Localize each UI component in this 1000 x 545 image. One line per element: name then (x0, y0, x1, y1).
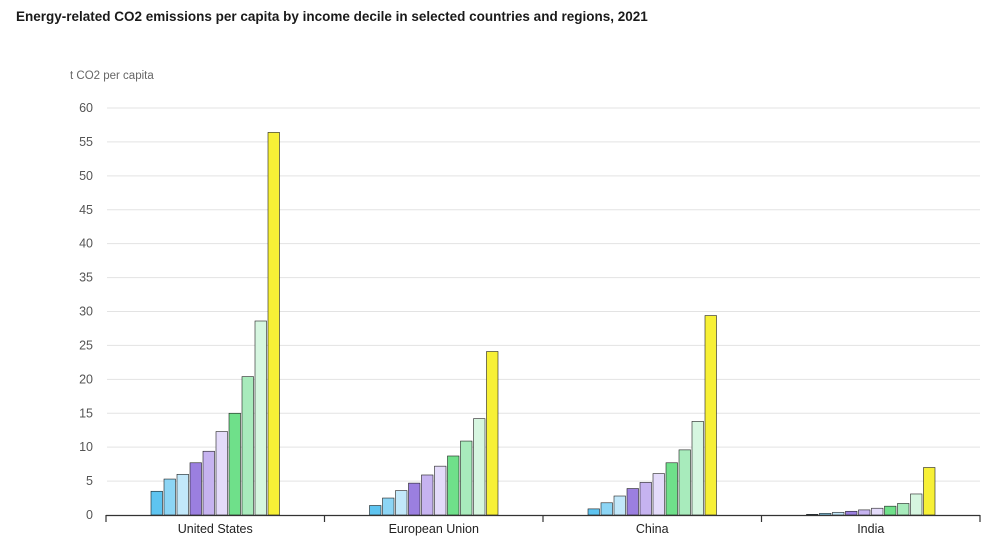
bar (832, 511, 845, 516)
y-tick-label: 15 (79, 406, 93, 420)
y-tick-label: 30 (79, 305, 93, 319)
bar (408, 482, 421, 516)
bar (587, 508, 600, 516)
y-tick-label: 35 (79, 271, 93, 285)
bar (163, 478, 176, 516)
bars (150, 132, 936, 516)
bar (150, 490, 163, 516)
x-axis-categories: United States European Union China India (178, 522, 885, 536)
bar (897, 503, 910, 516)
chart-title: Energy-related CO2 emissions per capita … (16, 9, 648, 24)
gridlines (107, 107, 980, 482)
bar (267, 132, 280, 516)
bar (691, 421, 704, 516)
y-tick-label: 55 (79, 135, 93, 149)
y-tick-label: 5 (86, 474, 93, 488)
bar (704, 315, 717, 516)
bar (395, 490, 408, 516)
y-tick-label: 0 (86, 508, 93, 522)
bar (254, 320, 267, 516)
bar (806, 514, 819, 516)
x-category-label: China (636, 522, 669, 536)
bar (241, 376, 254, 516)
bar (652, 473, 665, 516)
y-axis-ticks: 0 5 10 15 20 25 30 35 40 45 50 55 60 (79, 101, 93, 522)
bar (215, 431, 228, 516)
bar (678, 449, 691, 516)
bar (189, 462, 202, 516)
bar (639, 482, 652, 516)
x-axis (105, 514, 981, 522)
bar (382, 497, 395, 516)
y-tick-label: 10 (79, 440, 93, 454)
bar (202, 450, 215, 516)
y-tick-label: 40 (79, 237, 93, 251)
y-axis-label: t CO2 per capita (70, 70, 154, 82)
bar (447, 455, 460, 516)
bar (626, 488, 639, 516)
x-category-label: United States (178, 522, 253, 536)
y-tick-label: 25 (79, 338, 93, 352)
bar (486, 351, 499, 516)
bar (176, 473, 189, 516)
bar (665, 462, 678, 516)
bar (473, 418, 486, 516)
bar (845, 510, 858, 516)
bar (819, 512, 832, 516)
bar (613, 495, 626, 516)
bar (600, 502, 613, 516)
bar (421, 474, 434, 516)
bar (858, 509, 871, 516)
x-category-label: India (857, 522, 884, 536)
y-tick-label: 50 (79, 169, 93, 183)
x-category-label: European Union (389, 522, 479, 536)
bar (923, 467, 936, 516)
bar (871, 507, 884, 516)
y-tick-label: 60 (79, 101, 93, 115)
bar (369, 505, 382, 516)
bar (228, 412, 241, 516)
bar (884, 505, 897, 516)
bar (434, 465, 447, 516)
bar (460, 440, 473, 516)
bar (910, 493, 923, 516)
y-tick-label: 45 (79, 203, 93, 217)
y-tick-label: 20 (79, 372, 93, 386)
